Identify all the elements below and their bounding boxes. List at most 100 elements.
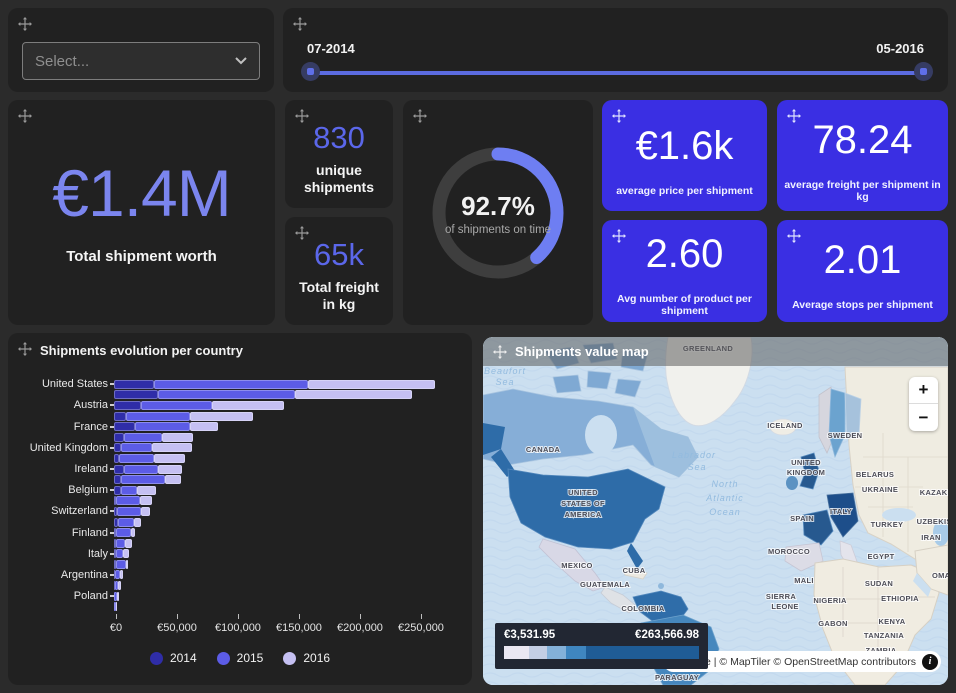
bar-segment-2016[interactable] [294,390,412,400]
bar-segment-2014[interactable] [114,538,117,548]
map-attribution: MapLibre | © MapTiler © OpenStreetMap co… [663,651,941,672]
bar-segment-2015[interactable] [121,443,152,453]
bar-segment-2016[interactable] [141,506,150,516]
bar-segment-2014[interactable] [114,390,158,400]
move-icon[interactable] [295,226,309,240]
bar-segment-2014[interactable] [114,379,155,389]
bar-row [8,474,464,485]
on-time-label: of shipments on time [444,223,552,236]
bar-segment-2015[interactable] [116,528,132,538]
bar-segment-2016[interactable] [118,581,121,591]
bar-segment-2016[interactable] [189,411,254,421]
bar-segment-2016[interactable] [136,485,157,495]
bar-segment-2014[interactable] [114,400,141,410]
bar-segment-2016[interactable] [131,528,135,538]
move-icon[interactable] [293,17,307,31]
svg-text:UNITED: UNITED [791,458,821,467]
bar-segment-2015[interactable] [154,379,308,389]
bar-row: Switzerland [8,505,464,517]
bar-segment-2014[interactable] [114,549,116,559]
bar-segment-2015[interactable] [114,602,116,612]
slider-handle-start[interactable] [301,62,320,81]
legend-item-2015[interactable]: 2015 [216,651,263,665]
usa-region[interactable] [507,468,666,550]
bar-segment-2016[interactable] [189,422,218,432]
slider-handle-end[interactable] [914,62,933,81]
bar-segment-2016[interactable] [123,549,130,559]
zoom-in-button[interactable]: + [909,377,938,404]
bar-row: Italy [8,548,464,560]
bar-segment-2015[interactable] [118,453,155,463]
bar-segment-2016[interactable] [157,464,183,474]
bar-segment-2014[interactable] [114,443,122,453]
move-icon[interactable] [18,109,32,123]
bar-segment-2014[interactable] [114,517,118,527]
bar-segment-2015[interactable] [120,485,137,495]
bar-segment-2016[interactable] [126,559,128,569]
bar-segment-2016[interactable] [154,453,185,463]
bar-segment-2014[interactable] [114,485,121,495]
bar-rows: United States Austria France United Kingdom… [8,378,464,612]
bar-segment-2015[interactable] [115,570,121,580]
move-icon[interactable] [18,17,32,31]
bar-segment-2014[interactable] [114,453,119,463]
info-icon[interactable]: i [922,653,938,670]
bar-segment-2015[interactable] [117,506,142,516]
zoom-out-button[interactable]: − [918,407,929,427]
move-icon[interactable] [413,109,427,123]
bar-segment-2016[interactable] [140,496,153,506]
bar-segment-2015[interactable] [157,390,295,400]
bar-segment-2015[interactable] [134,422,190,432]
bar-segment-2014[interactable] [114,411,127,421]
bar-segment-2014[interactable] [114,528,117,538]
bar-segment-2016[interactable] [307,379,435,389]
bar-segment-2015[interactable] [123,464,158,474]
bar-segment-2014[interactable] [114,475,122,485]
bar-segment-2014[interactable] [114,581,115,591]
bar-segment-2016[interactable] [151,443,193,453]
country-filter-select[interactable]: Select... [22,42,260,80]
bar-segment-2016[interactable] [161,432,194,442]
bar-segment-2014[interactable] [114,570,116,580]
move-icon[interactable] [787,229,801,243]
bar-segment-2015[interactable] [121,475,166,485]
bar-segment-2014[interactable] [114,559,117,569]
move-icon[interactable] [295,109,309,123]
bar-segment-2014[interactable] [114,422,135,432]
legend-item-2014[interactable]: 2014 [149,651,197,665]
move-icon[interactable] [493,344,507,359]
date-slider-track[interactable] [310,71,923,75]
bar-segment-2014[interactable] [114,464,124,474]
bar-segment-2015[interactable] [117,517,134,527]
bar-segment-2016[interactable] [117,591,120,601]
move-icon[interactable] [612,109,626,123]
x-axis-tick-label: €150,000 [276,622,322,634]
bar-segment-2016[interactable] [133,517,141,527]
legend-item-2016[interactable]: 2016 [283,651,330,665]
bar-segment-2014[interactable] [114,432,124,442]
bar-segment-2016[interactable] [211,400,284,410]
bar-segment-2016[interactable] [115,602,118,612]
bar-segment-2015[interactable] [116,559,127,569]
bar-category-label: United States [41,378,108,391]
move-icon[interactable] [787,109,801,123]
bar-legend: 2014 2015 2016 [8,651,472,665]
bar-segment-2015[interactable] [115,549,124,559]
bar-segment-2016[interactable] [124,538,133,548]
move-icon[interactable] [18,342,32,356]
move-icon[interactable] [612,229,626,243]
bar-segment-2014[interactable] [114,496,116,506]
bar-segment-2014[interactable] [114,506,118,516]
legend-dot [283,651,297,665]
bar-segment-2016[interactable] [165,475,182,485]
bar-segment-2015[interactable] [115,496,141,506]
bar-segment-2015[interactable] [123,432,162,442]
bar-segment-2015[interactable] [116,538,125,548]
avg-products-card: 2.60 Avg number of product per shipment [602,220,767,322]
bar-segment-2015[interactable] [140,400,212,410]
avg-price-card: €1.6k average price per shipment [602,100,767,211]
bar-segment-2016[interactable] [120,570,123,580]
bar-segment-2015[interactable] [114,591,118,601]
bar-segment-2015[interactable] [114,581,119,591]
bar-segment-2015[interactable] [126,411,190,421]
